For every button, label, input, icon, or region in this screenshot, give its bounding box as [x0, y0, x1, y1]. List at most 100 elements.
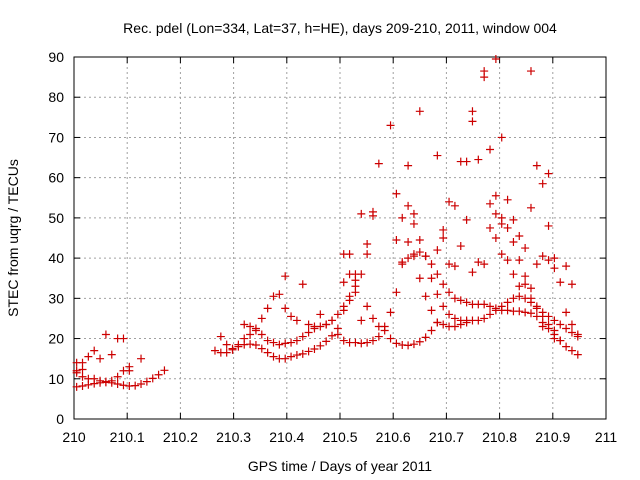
data-point [480, 314, 489, 323]
data-point [515, 292, 524, 301]
data-point [216, 332, 225, 341]
data-point [573, 330, 582, 339]
data-point [228, 344, 237, 353]
data-point [550, 326, 559, 335]
data-point [78, 365, 87, 374]
data-point [298, 332, 307, 341]
data-point [386, 334, 395, 343]
data-point [462, 215, 471, 224]
data-point [456, 242, 465, 251]
data-point [450, 294, 459, 303]
data-point [316, 341, 325, 350]
data-point [567, 320, 576, 329]
data-point [246, 330, 255, 339]
data-point [316, 310, 325, 319]
data-point [526, 203, 535, 212]
data-point [107, 350, 116, 359]
data-point [404, 201, 413, 210]
data-point [363, 240, 372, 249]
data-point [292, 316, 301, 325]
data-point [550, 254, 559, 263]
data-point [480, 300, 489, 309]
data-point [96, 354, 105, 363]
data-point [409, 340, 418, 349]
data-point [480, 67, 489, 76]
data-point [468, 117, 477, 126]
x-tick-label: 210.1 [110, 429, 145, 445]
data-point [556, 320, 565, 329]
data-point [125, 366, 134, 375]
data-point [240, 334, 249, 343]
data-point [532, 260, 541, 269]
data-point [322, 337, 331, 346]
y-tick-label: 50 [48, 210, 64, 226]
data-point [415, 337, 424, 346]
data-point [380, 322, 389, 331]
data-point [328, 316, 337, 325]
data-point [415, 236, 424, 245]
data-point [491, 306, 500, 315]
data-point [509, 294, 518, 303]
data-point [142, 377, 151, 386]
x-tick-label: 210.2 [163, 429, 198, 445]
data-point [526, 284, 535, 293]
data-point [556, 278, 565, 287]
data-point [363, 302, 372, 311]
data-point [456, 320, 465, 329]
x-axis-label: GPS time / Days of year 2011 [248, 458, 432, 474]
data-point [351, 288, 360, 297]
data-point [550, 316, 559, 325]
y-axis-label: STEC from uqrg / TECUs [5, 159, 21, 317]
data-point [468, 268, 477, 277]
data-point [439, 225, 448, 234]
x-tick-label: 210.8 [482, 429, 517, 445]
x-tick-label: 210.4 [269, 429, 304, 445]
data-point [497, 213, 506, 222]
data-point [474, 316, 483, 325]
data-point [521, 308, 530, 317]
data-point [497, 250, 506, 259]
data-point [137, 354, 146, 363]
data-point [404, 238, 413, 247]
data-point [281, 339, 290, 348]
y-tick-label: 40 [48, 250, 64, 266]
x-tick-label: 210 [62, 429, 86, 445]
data-point [567, 346, 576, 355]
data-point [450, 314, 459, 323]
data-point [491, 234, 500, 242]
data-point [439, 280, 448, 289]
data-point [269, 338, 278, 347]
data-point [154, 370, 163, 379]
data-point [486, 199, 495, 208]
data-point [392, 189, 401, 198]
data-point [131, 381, 140, 390]
data-point [119, 334, 128, 343]
data-point [515, 256, 524, 265]
data-point [427, 274, 436, 283]
y-tick-label: 30 [48, 290, 64, 306]
data-point [298, 280, 307, 289]
data-point [398, 258, 407, 267]
data-point [137, 380, 146, 389]
data-point [392, 339, 401, 348]
data-point [275, 340, 284, 349]
data-point [503, 298, 512, 307]
data-point [538, 322, 547, 331]
data-point [486, 302, 495, 311]
data-point [72, 382, 81, 391]
y-tick-label: 10 [48, 371, 64, 387]
data-point [257, 344, 266, 353]
data-point [310, 345, 319, 354]
data-point [486, 145, 495, 154]
data-point [526, 309, 535, 318]
data-point [374, 159, 383, 168]
data-point [421, 333, 430, 342]
data-point [445, 310, 454, 319]
data-point [556, 336, 565, 345]
data-point [345, 296, 354, 305]
data-point [474, 258, 483, 267]
data-point [544, 221, 553, 230]
data-point [310, 322, 319, 331]
data-point [119, 381, 128, 390]
